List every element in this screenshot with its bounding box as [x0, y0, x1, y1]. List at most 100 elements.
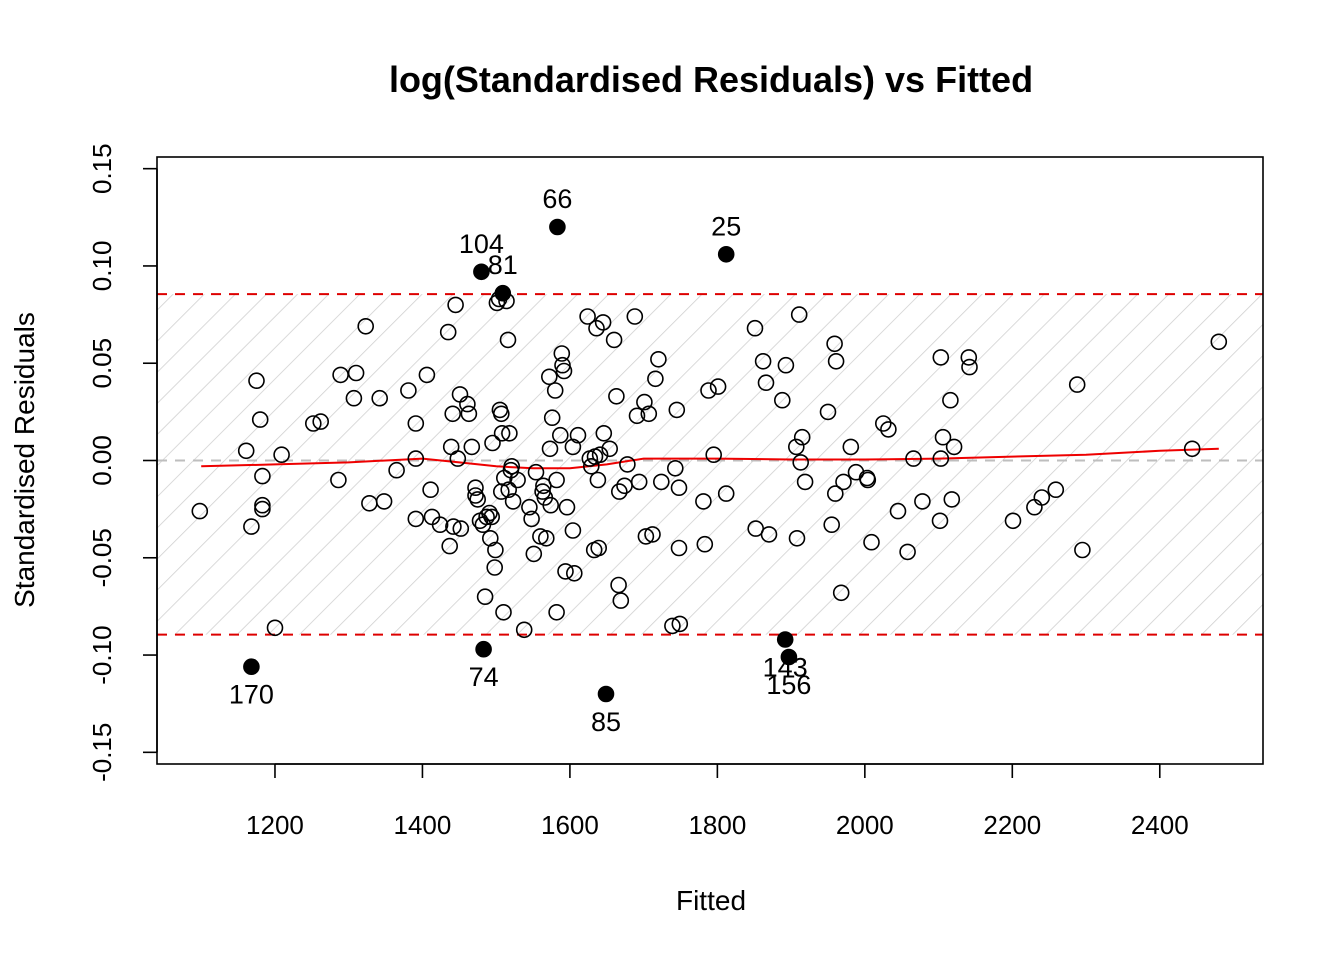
outlier-label: 81: [488, 250, 518, 280]
data-point: [484, 434, 501, 452]
data-point: [543, 409, 561, 427]
data-point: [826, 485, 844, 502]
data-point: [523, 510, 540, 528]
outlier-point: [473, 263, 490, 281]
data-point: [449, 450, 467, 467]
outlier-point: [243, 658, 260, 676]
data-point: [932, 450, 950, 467]
data-point: [630, 473, 648, 491]
data-point: [619, 456, 636, 473]
data-point: [757, 374, 775, 392]
data-point: [945, 438, 963, 456]
data-point: [312, 413, 330, 430]
data-point: [407, 510, 425, 528]
data-point: [487, 541, 504, 559]
data-point: [628, 407, 646, 425]
data-point: [237, 442, 255, 460]
data-point: [357, 317, 375, 335]
data-point: [899, 543, 916, 561]
reference-lines: [157, 293, 1263, 636]
data-point: [931, 512, 949, 530]
x-axis: 1200 1400 1600 1800 2000 2200 2400: [246, 763, 1189, 840]
tolerance-band: [157, 294, 1263, 635]
data-point: [254, 467, 271, 485]
data-point: [418, 366, 436, 384]
data-point: [670, 479, 688, 497]
data-point: [589, 471, 607, 489]
data-point: [407, 450, 425, 467]
x-tick-label: 1600: [541, 810, 599, 840]
data-point: [447, 296, 464, 314]
data-point: [832, 584, 850, 602]
data-point: [582, 457, 600, 475]
y-tick-label: 0.10: [87, 241, 117, 292]
data-point: [579, 308, 596, 325]
data-point: [647, 370, 664, 388]
data-point: [565, 564, 583, 582]
data-point: [792, 454, 810, 471]
outlier-label: 74: [469, 662, 499, 692]
smooth-line: [201, 447, 1219, 470]
y-tick-label: 0.15: [87, 143, 117, 194]
data-point: [495, 603, 512, 621]
data-point: [793, 428, 811, 446]
data-point: [452, 520, 470, 537]
x-tick-label: 1400: [394, 810, 452, 840]
data-point: [441, 537, 459, 555]
data-point: [705, 446, 723, 464]
data-point: [746, 319, 764, 337]
x-tick-label: 2400: [1131, 810, 1189, 840]
data-point: [248, 372, 265, 390]
data-point: [504, 493, 522, 510]
x-tick-label: 2000: [836, 810, 894, 840]
data-point: [548, 603, 565, 621]
data-point: [509, 471, 526, 489]
data-point: [859, 471, 877, 489]
data-point: [1183, 440, 1201, 458]
data-point: [503, 457, 521, 475]
data-point: [760, 526, 778, 543]
data-point: [666, 459, 684, 477]
outlier-point: [776, 631, 794, 648]
data-point: [695, 493, 712, 510]
data-point: [483, 508, 501, 526]
data-point: [347, 364, 365, 382]
data-point: [439, 323, 457, 341]
data-point: [557, 563, 574, 580]
data-point: [796, 473, 814, 491]
data-point: [481, 504, 498, 522]
data-point: [500, 481, 518, 499]
data-point: [569, 426, 587, 444]
data-point: [1074, 541, 1091, 559]
data-point: [515, 621, 533, 639]
data-point: [773, 391, 791, 409]
data-point: [914, 493, 931, 510]
data-point: [501, 424, 518, 442]
x-tick-label: 1200: [246, 810, 304, 840]
data-point: [463, 438, 481, 456]
data-point: [636, 393, 653, 411]
data-point: [717, 485, 735, 502]
data-point: [664, 617, 681, 635]
data-point: [460, 405, 478, 423]
data-point: [445, 518, 462, 535]
data-point: [1004, 512, 1022, 530]
data-point: [671, 615, 689, 633]
data-point: [345, 389, 363, 407]
data-point: [499, 331, 517, 349]
data-point: [564, 522, 582, 539]
data-point: [709, 378, 727, 395]
x-tick-label: 1800: [688, 810, 746, 840]
data-point: [476, 588, 494, 606]
data-point: [823, 516, 841, 534]
data-point: [251, 411, 269, 428]
data-point: [541, 440, 559, 458]
data-point: [863, 533, 880, 551]
data-point: [407, 415, 425, 432]
data-point: [527, 463, 545, 481]
data-point: [467, 487, 484, 504]
data-point: [554, 356, 571, 374]
data-point: [591, 446, 609, 464]
data-point: [422, 481, 439, 499]
